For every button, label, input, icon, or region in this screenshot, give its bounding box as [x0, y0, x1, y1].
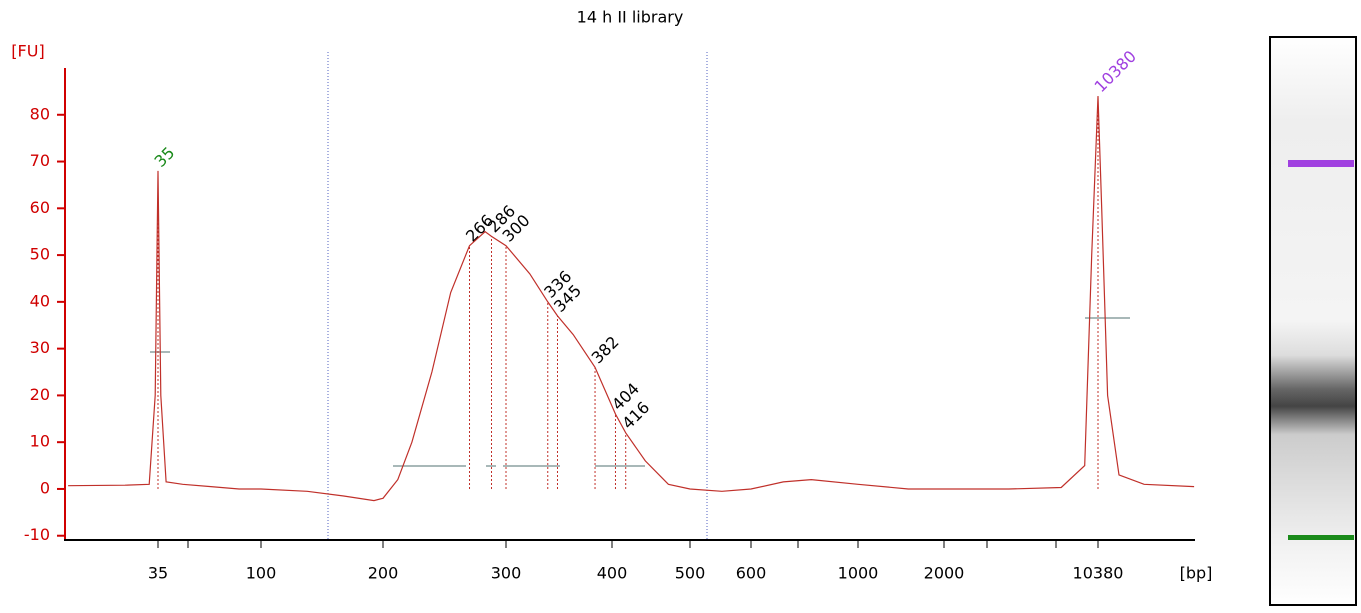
y-tick-label: 50 [30, 245, 50, 264]
x-tick-label: 10380 [1073, 564, 1124, 583]
x-tick-label: 100 [246, 564, 277, 583]
gel-band [1288, 160, 1354, 167]
peak-label: 10380 [1091, 47, 1140, 96]
x-tick-label: 35 [148, 564, 168, 583]
gel-lane-frame [1269, 36, 1357, 606]
x-tick-label: 1000 [838, 564, 879, 583]
x-tick-label: 500 [675, 564, 706, 583]
x-tick-label: 300 [491, 564, 522, 583]
x-tick-label: 200 [368, 564, 399, 583]
y-tick-label: 20 [30, 385, 50, 404]
y-tick-label: 40 [30, 291, 50, 310]
peak-label: 35 [151, 143, 179, 171]
y-tick-label: -10 [24, 525, 50, 544]
y-tick-label: 60 [30, 198, 50, 217]
chart-title: 14 h II library [577, 8, 684, 27]
y-tick-label: 70 [30, 151, 50, 170]
trace [68, 96, 1195, 502]
y-axis-label: [FU] [11, 42, 44, 61]
y-tick-label: 0 [40, 478, 50, 497]
x-tick-label: 400 [597, 564, 628, 583]
y-tick-label: 10 [30, 432, 50, 451]
peak-label: 382 [588, 332, 623, 367]
x-tick-label: 600 [736, 564, 767, 583]
x-tick-label: 2000 [924, 564, 965, 583]
y-tick-label: 80 [30, 104, 50, 123]
y-tick-label: 30 [30, 338, 50, 357]
gel-band [1288, 535, 1354, 540]
x-axis-label: [bp] [1180, 564, 1213, 583]
gel-lane [1269, 36, 1357, 606]
